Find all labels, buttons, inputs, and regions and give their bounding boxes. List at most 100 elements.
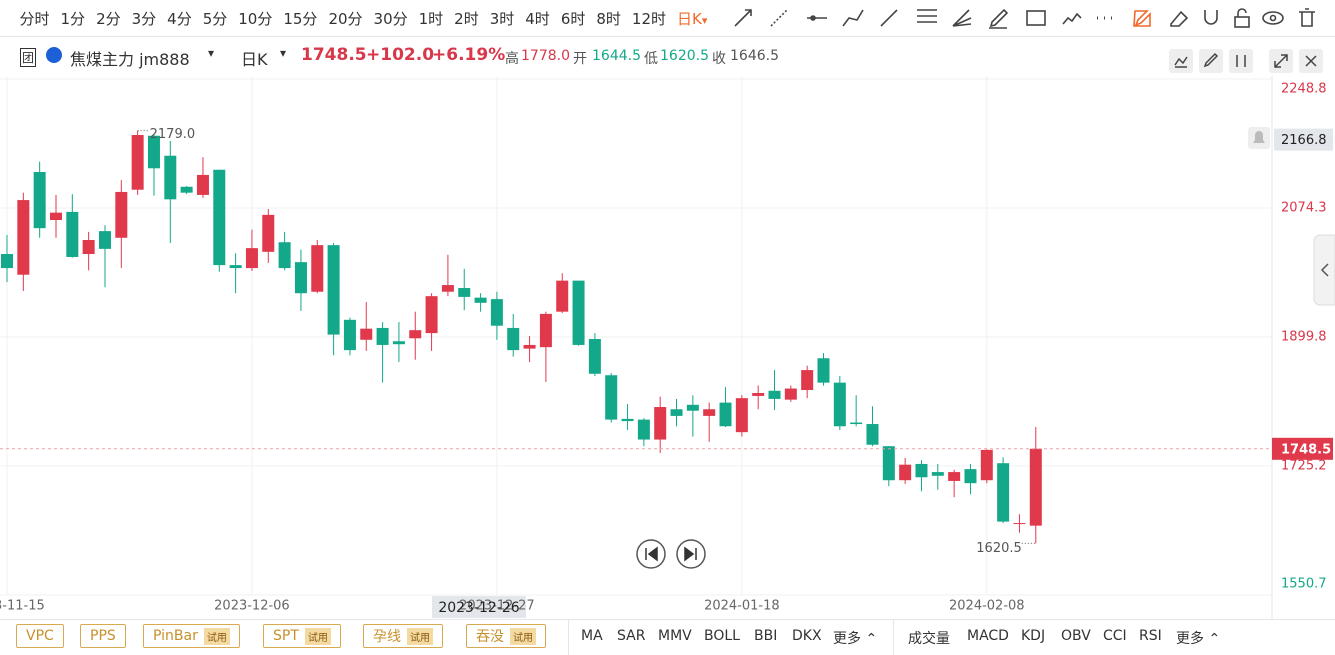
pattern-button[interactable]: 吞没 试用 [466,624,546,648]
main-indicator[interactable]: BOLL [704,628,740,644]
sub-indicator[interactable]: OBV [1061,628,1091,644]
period-button[interactable]: 日K▾ [677,9,708,28]
main-indicator[interactable]: DKX [792,628,822,644]
candle-body [686,404,699,411]
period-button[interactable]: 2时 [454,9,479,28]
symbol[interactable]: 焦煤主力 jm888 [70,50,190,69]
candle-body [850,422,863,425]
main-indicator[interactable]: SAR [617,628,646,644]
candle-body [703,409,716,416]
candle-body [735,398,748,433]
period-button[interactable]: 15分 [283,9,318,28]
period-button[interactable]: 1分 [60,9,86,28]
candle-body [164,155,177,200]
x-tick-label: 2023-12-27 [459,599,535,614]
candle-body [327,245,340,335]
candle-body [556,280,569,312]
main-indicator[interactable]: MA [581,628,603,644]
period-button[interactable]: 20分 [328,9,363,28]
period-button[interactable]: 分时 [19,9,50,28]
indicator-bar: VPC PPS PinBar 试用 SPT 试用 孕线 试用 吞没 试用 MA SAR MMV BOLL B… [0,619,1335,655]
candle-body [719,402,732,427]
period-arrow: ▾ [280,46,287,60]
pattern-label: PinBar [153,628,198,644]
candle-body [196,174,209,195]
ray-tool[interactable] [734,9,752,27]
eye-tool[interactable] [1262,11,1284,25]
dash-tool[interactable] [770,9,788,27]
period-button[interactable]: 2分 [96,9,121,28]
period-button[interactable]: 10分 [238,9,273,28]
divider [568,620,569,655]
pattern-button[interactable]: SPT 试用 [263,624,341,648]
candle-body [784,388,797,400]
candle-body [229,265,242,269]
period-button[interactable]: 12时 [631,9,666,28]
close-label: 收 [712,51,726,67]
period[interactable]: 日K [241,50,268,69]
high-label: 高 [505,51,519,67]
period-button[interactable]: 30分 [373,9,408,28]
edit-tool[interactable] [1133,10,1151,27]
period-button[interactable]: 3时 [489,9,515,28]
candle-body [409,330,422,339]
period-button[interactable]: 5分 [202,9,228,28]
line-tool[interactable] [880,9,898,27]
pattern-button[interactable]: PPS [80,624,126,648]
candle-body [360,328,373,340]
low: 1620.5 [660,48,709,64]
sub-indicator[interactable]: CCI [1103,628,1127,644]
candle-body [115,191,128,238]
crosshair-y-label: 2166.8 [1281,133,1327,148]
candle-body [49,212,62,221]
side-tab[interactable] [1313,234,1335,306]
period-button[interactable]: 4时 [525,9,550,28]
trial-tag: 试用 [407,627,433,645]
poly-tool[interactable] [842,9,864,27]
image-tool[interactable] [1026,10,1046,26]
y-tick-label: 1899.8 [1281,329,1327,344]
max-marker-label: 2179.0 [150,127,196,142]
pen-tool[interactable] [988,8,1009,29]
candle-body [931,472,944,476]
period-button[interactable]: 4分 [167,9,192,28]
pattern-button[interactable]: PinBar 试用 [143,624,240,648]
pattern-label: 吞没 [476,629,504,645]
sub-indicator[interactable]: 成交量 [908,631,950,647]
magnet-tool[interactable] [1204,10,1218,25]
sub-indicator[interactable]: MACD [967,628,1009,644]
sub-indicator[interactable]: RSI [1139,628,1162,644]
period-button[interactable]: 3分 [131,9,157,28]
sub-indicator[interactable]: KDJ [1021,628,1046,644]
fan-tool[interactable] [952,9,972,27]
candle-body [376,327,389,345]
delete-tool[interactable] [1298,8,1315,27]
pattern-button[interactable]: VPC [16,624,64,648]
candle-body [948,472,961,481]
x-tick-label: 2024-01-18 [704,599,780,614]
eraser-tool[interactable] [1170,10,1189,27]
lock-tool[interactable] [1234,16,1250,28]
sub-indicator[interactable]: 更多 ⌃ [1176,631,1221,647]
pattern-label: SPT [273,628,299,644]
period-button[interactable]: 8时 [596,9,621,28]
fib-tool[interactable] [916,9,937,23]
period-button[interactable]: 1时 [418,9,444,28]
main-indicator[interactable]: 更多 ⌃ [833,631,878,647]
pattern-button[interactable]: 孕线 试用 [363,624,443,648]
candle-body [82,239,95,255]
candle-body [98,231,111,249]
main-indicator[interactable]: BBI [754,628,778,644]
price: 1748.5 [301,45,367,65]
trial-tag: 试用 [304,627,331,645]
y-tick-label: 2074.3 [1281,200,1327,215]
x-tick-label: 2024-02-08 [949,599,1025,614]
candle-body [752,392,765,396]
candle-body [66,211,79,257]
trend-tool[interactable] [1062,12,1082,25]
main-indicator[interactable]: MMV [658,628,692,644]
period-button[interactable]: 6时 [560,9,586,28]
pattern-label: VPC [26,628,54,644]
candle-body [817,358,830,383]
